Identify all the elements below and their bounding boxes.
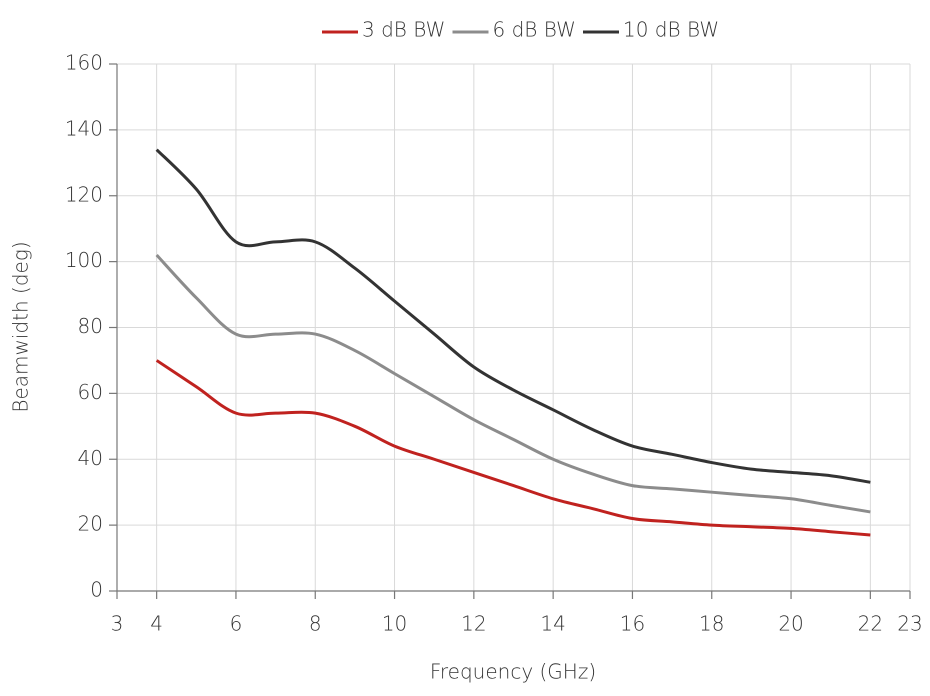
y-axis-label: Beamwidth (deg)	[9, 241, 33, 412]
x-tick-label: 3	[111, 612, 124, 636]
data-line	[155, 359, 871, 537]
legend-label: 10 dB BW	[623, 18, 719, 42]
y-tick-label: 60	[78, 380, 103, 404]
x-tick-label: 16	[620, 612, 645, 636]
y-tick-label: 80	[78, 314, 103, 338]
y-tick-label: 140	[65, 116, 103, 140]
y-tick-label: 20	[78, 512, 103, 536]
y-tick-label: 160	[65, 51, 103, 75]
x-tick-label: 4	[150, 612, 163, 636]
x-tick-label: 8	[309, 612, 322, 636]
x-tick-label: 22	[858, 612, 883, 636]
x-tick-label: 14	[540, 612, 565, 636]
y-tick-label: 0	[90, 578, 103, 602]
x-tick-label: 20	[778, 612, 803, 636]
data-line	[155, 254, 871, 514]
legend-label: 3 dB BW	[362, 18, 445, 42]
x-tick-label: 23	[897, 612, 922, 636]
x-tick-label: 6	[230, 612, 243, 636]
y-tick-label: 100	[65, 248, 103, 272]
x-tick-label: 10	[382, 612, 407, 636]
y-tick-label: 40	[78, 446, 103, 470]
x-tick-label: 18	[699, 612, 724, 636]
data-line	[155, 148, 871, 484]
y-tick-label: 120	[65, 182, 103, 206]
x-tick-label: 12	[461, 612, 486, 636]
x-axis-label: Frequency (GHz)	[430, 660, 596, 684]
legend-label: 6 dB BW	[493, 18, 576, 42]
